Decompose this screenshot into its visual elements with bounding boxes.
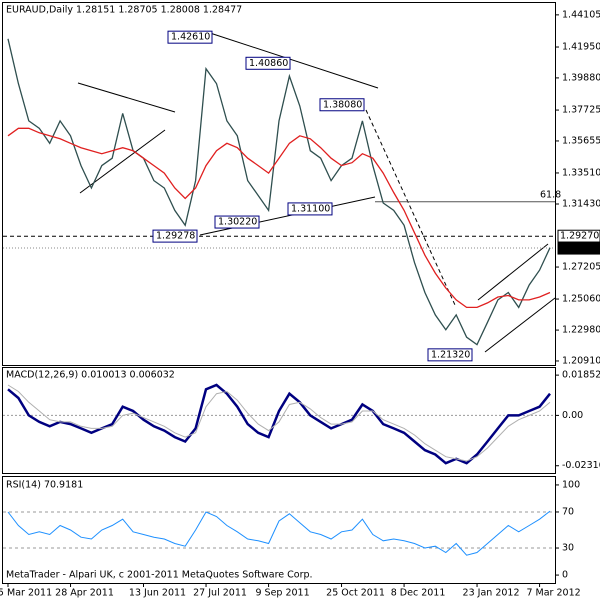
x-tick-label: 25 Oct 2011 bbox=[326, 588, 385, 599]
trend-line bbox=[77, 82, 176, 113]
annotation-box bbox=[245, 56, 291, 70]
x-tick-label: 8 Dec 2011 bbox=[391, 588, 446, 599]
y-tick-label: 70 bbox=[562, 506, 574, 517]
x-tick-label: 23 Jan 2012 bbox=[463, 588, 520, 599]
rsi-pane bbox=[2, 476, 556, 584]
price-title: EURAUD,Daily 1.28151 1.28705 1.28008 1.2… bbox=[6, 5, 242, 16]
trend-line bbox=[477, 243, 549, 301]
series-line bbox=[7, 127, 551, 309]
level-label: 1.28477 bbox=[560, 243, 599, 254]
annotation-label: 1.31100 bbox=[291, 203, 330, 214]
annotation-label: 1.21320 bbox=[431, 349, 470, 360]
y-tick-label: 0 bbox=[562, 570, 568, 581]
y-tick-label: 1.39880 bbox=[562, 72, 600, 83]
y-tick-label: 1.31430 bbox=[562, 198, 600, 209]
y-tick-label: -0.02316 bbox=[562, 460, 600, 471]
y-tick-label: 1.35655 bbox=[562, 135, 600, 146]
y-tick-label: 100 bbox=[562, 479, 580, 490]
annotation-box bbox=[319, 98, 365, 112]
y-tick-label: 0.00 bbox=[562, 410, 583, 421]
fib-label: 61.8 bbox=[540, 189, 561, 200]
y-tick-label: 1.27205 bbox=[562, 262, 600, 273]
annotation-box bbox=[214, 215, 260, 229]
macd-title: MACD(12,26,9) 0.010013 0.006032 bbox=[6, 370, 175, 381]
trend-line bbox=[365, 109, 456, 306]
series-line bbox=[7, 383, 551, 465]
footer: MetaTrader - Alpari UK, c 2001-2011 Meta… bbox=[6, 570, 313, 581]
price-pane bbox=[2, 2, 556, 366]
annotation-box bbox=[427, 348, 473, 362]
level-box bbox=[557, 241, 600, 255]
annotation-box bbox=[287, 202, 333, 216]
x-tick-label: 9 Sep 2011 bbox=[255, 588, 309, 599]
series-line bbox=[7, 510, 551, 556]
y-tick-label: 0.018525 bbox=[562, 370, 600, 381]
y-tick-label: 1.33510 bbox=[562, 167, 600, 178]
macd-pane bbox=[2, 367, 556, 474]
x-tick-label: 13 Jun 2011 bbox=[129, 588, 186, 599]
rsi-title: RSI(14) 70.9181 bbox=[6, 480, 83, 491]
level-label: 1.29270 bbox=[560, 231, 599, 242]
x-tick-label: 15 Mar 2011 bbox=[0, 588, 52, 599]
x-tick-label: 28 Apr 2011 bbox=[55, 588, 114, 599]
y-tick-label: 30 bbox=[562, 543, 574, 554]
annotation-label: 1.29278 bbox=[156, 231, 195, 242]
annotation-box bbox=[152, 229, 198, 243]
annotation-label: 1.40860 bbox=[249, 58, 288, 69]
x-tick-label: 27 Jul 2011 bbox=[193, 588, 247, 599]
trend-line bbox=[199, 196, 376, 236]
trend-line bbox=[209, 32, 379, 89]
series-line bbox=[7, 384, 551, 462]
series-line bbox=[7, 38, 551, 346]
annotation-label: 1.38080 bbox=[323, 99, 362, 110]
annotation-label: 1.30220 bbox=[218, 217, 257, 228]
y-tick-label: 1.20910 bbox=[562, 355, 600, 366]
annotation-box bbox=[167, 30, 213, 44]
y-tick-label: 1.44105 bbox=[562, 9, 600, 20]
x-tick-label: 7 Mar 2012 bbox=[526, 588, 580, 599]
annotation-label: 1.42610 bbox=[171, 32, 210, 43]
y-tick-label: 1.22980 bbox=[562, 325, 600, 336]
y-tick-label: 1.25060 bbox=[562, 294, 600, 305]
trend-line bbox=[484, 297, 556, 353]
y-tick-label: 1.37725 bbox=[562, 105, 600, 116]
y-tick-label: 1.41950 bbox=[562, 42, 600, 53]
